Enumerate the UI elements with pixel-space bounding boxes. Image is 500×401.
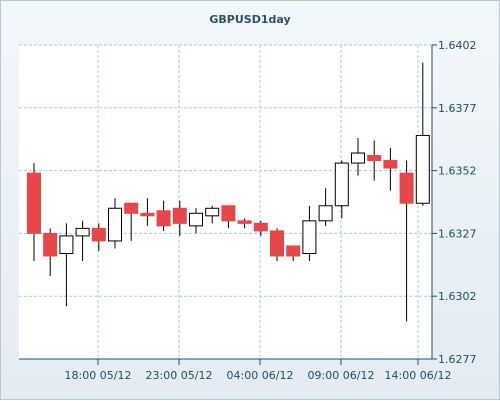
candle-body: [270, 230, 284, 257]
candle-body: [415, 134, 430, 204]
candle-body: [399, 172, 414, 204]
axes: 1.6402 1.6377 1.6352 1.6327 1.6302 1.6277 18:0…: [19, 39, 477, 382]
candle-body: [367, 155, 382, 162]
candles: [27, 62, 430, 322]
x-tick-label: 09:00 06/12: [308, 369, 375, 382]
candle-body: [172, 207, 187, 224]
candle-body: [75, 227, 90, 237]
y-tick-label: 1.6302: [438, 290, 477, 303]
candle-body: [124, 202, 139, 214]
y-tick-label: 1.6352: [438, 165, 477, 178]
y-tick-label: 1.6402: [438, 39, 477, 52]
plot-area: [19, 45, 432, 359]
chart-title: GBPUSD1day: [209, 13, 290, 26]
candle-body: [221, 205, 236, 222]
candle-body: [302, 220, 317, 254]
x-tick-label: 23:00 05/12: [146, 369, 213, 382]
x-tick-label: 18:00 05/12: [65, 369, 132, 382]
y-tick-label: 1.6277: [438, 353, 477, 366]
candle-body: [237, 220, 252, 224]
y-tick-label: 1.6377: [438, 102, 477, 115]
candle-body: [383, 160, 398, 169]
candle-body: [43, 232, 58, 257]
candle-body: [351, 152, 365, 164]
candle-body: [27, 172, 41, 234]
candle-body: [91, 227, 106, 242]
x-tick-label: 04:00 06/12: [227, 369, 294, 382]
candle-body: [189, 212, 203, 227]
x-tick-label: 14:00 06/12: [385, 369, 452, 382]
candle-body: [59, 235, 74, 254]
candle-body: [334, 162, 349, 207]
candle-body: [140, 212, 155, 217]
candle-body: [108, 207, 122, 242]
candle-body: [205, 207, 220, 217]
candle-body: [253, 222, 268, 232]
y-tick-label: 1.6327: [438, 227, 477, 240]
candle-body: [318, 205, 333, 222]
candle-body: [286, 245, 301, 257]
candle-body: [156, 210, 171, 227]
